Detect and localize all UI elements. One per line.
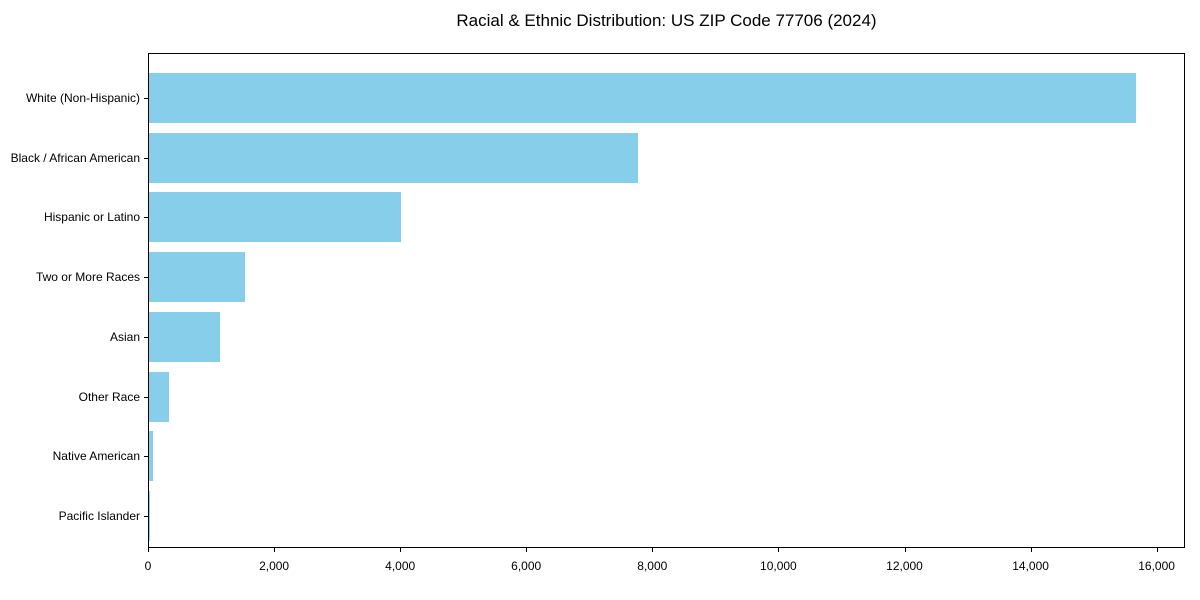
x-tick-label: 10,000 [760,559,797,573]
x-tick-mark [148,548,149,552]
y-tick-label: Hispanic or Latino [43,210,140,225]
x-tick-label: 4,000 [385,559,416,573]
y-tick-mark [144,515,148,517]
y-tick-label: White (Non-Hispanic) [25,91,140,105]
x-tick-mark [652,548,654,552]
x-tick-mark [778,548,780,552]
y-tick-mark [144,98,148,99]
y-tick-label: Other Race [78,389,140,404]
bar-other-race [149,371,169,422]
y-tick-mark [144,277,148,279]
x-tick-mark [1030,548,1032,552]
y-tick-label: Asian [109,329,140,344]
x-tick-label: 12,000 [886,559,923,573]
x-tick-label: 0 [144,559,152,573]
y-tick-mark [144,217,148,219]
y-tick-mark [144,336,148,338]
x-tick-mark [274,548,276,552]
y-tick-label: Pacific Islander [58,508,140,523]
x-tick-mark [400,548,402,552]
plot-area [148,53,1185,548]
y-tick-label: Two or More Races [35,270,140,285]
x-tick-mark [526,548,528,552]
x-tick-label: 16,000 [1138,559,1175,573]
x-tick-label: 14,000 [1012,559,1049,573]
bar-white-non-hispanic [149,73,1137,123]
y-tick-label: Black / African American [10,150,140,165]
x-tick-label: 8,000 [637,559,668,573]
bar-black-african-american [149,132,638,183]
bar-two-or-more-races [149,252,245,303]
bar-pacific-islander [149,490,150,541]
y-tick-mark [144,456,148,458]
bar-asian [149,311,220,362]
x-tick-mark [1156,548,1158,552]
y-tick-mark [144,157,148,159]
x-tick-label: 2,000 [259,559,290,573]
bar-native-american [149,431,153,482]
bar-hispanic-or-latino [149,192,402,243]
x-tick-mark [904,548,906,552]
y-tick-label: Native American [52,449,140,464]
chart-title: Racial & Ethnic Distribution: US ZIP Cod… [456,11,877,30]
x-tick-label: 6,000 [511,559,542,573]
y-tick-mark [144,396,148,398]
